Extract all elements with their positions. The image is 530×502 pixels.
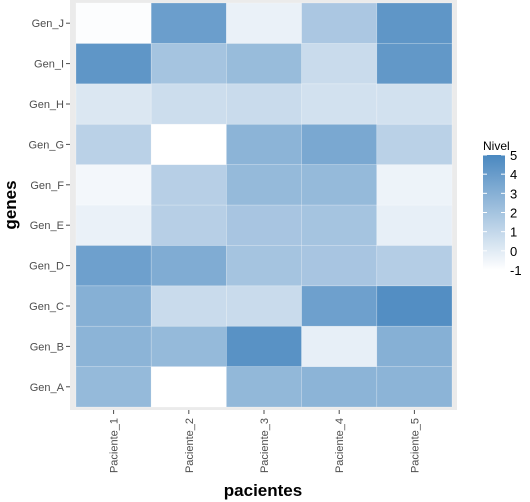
heatmap-cell bbox=[75, 325, 152, 367]
heatmap-cell bbox=[376, 325, 453, 367]
y-tick-label: Gen_G bbox=[29, 139, 64, 151]
y-tick-label: Gen_D bbox=[29, 261, 64, 273]
x-tick-label: Paciente_4 bbox=[334, 418, 346, 473]
y-axis-title: genes bbox=[1, 180, 20, 229]
heatmap-cell bbox=[376, 123, 453, 165]
heatmap-cell bbox=[226, 83, 302, 125]
heatmap-cell bbox=[75, 366, 152, 408]
heatmap-cell bbox=[150, 164, 227, 206]
heatmap-cell bbox=[376, 285, 453, 327]
heatmap-cell bbox=[226, 123, 302, 165]
heatmap-cell bbox=[301, 123, 378, 165]
heatmap-cell bbox=[75, 164, 152, 206]
heatmap-cell bbox=[301, 204, 378, 246]
heatmap-cell bbox=[376, 83, 453, 125]
y-tick-label: Gen_H bbox=[29, 99, 64, 111]
heatmap-cell bbox=[301, 366, 378, 408]
heatmap-cell bbox=[301, 2, 378, 44]
heatmap-cell bbox=[75, 43, 152, 85]
y-tick-label: Gen_E bbox=[30, 220, 64, 232]
x-tick-label: Paciente_5 bbox=[409, 418, 421, 473]
x-axis: Paciente_1 Paciente_2 Paciente_3 Paciente_4… bbox=[109, 410, 421, 473]
heatmap-cell bbox=[301, 285, 378, 327]
y-tick-label: Gen_B bbox=[30, 341, 64, 353]
heatmap-cell bbox=[150, 325, 227, 367]
heatmap-cell bbox=[226, 204, 302, 246]
x-tick-label: Paciente_1 bbox=[109, 418, 121, 473]
y-tick-label: Gen_C bbox=[29, 301, 64, 313]
heatmap-cell bbox=[226, 245, 302, 287]
heatmap-cell bbox=[150, 285, 227, 327]
heatmap-cell bbox=[150, 83, 227, 125]
legend-title: Nivel bbox=[483, 139, 510, 153]
x-axis-title: pacientes bbox=[224, 481, 302, 500]
y-tick-label: Gen_J bbox=[32, 18, 64, 30]
heatmap-cell bbox=[301, 245, 378, 287]
heatmap-cell bbox=[376, 204, 453, 246]
legend-labels: 5 4 3 2 1 0 -1 bbox=[483, 148, 522, 278]
heatmap-cell bbox=[150, 2, 227, 44]
legend: Nivel 5 4 3 2 1 0 -1 bbox=[483, 139, 522, 278]
heatmap-cell bbox=[226, 2, 302, 44]
heatmap-cell bbox=[150, 245, 227, 287]
heatmap-cell bbox=[301, 325, 378, 367]
heatmap-cell bbox=[75, 123, 152, 165]
heatmap-cell bbox=[376, 164, 453, 206]
y-tick-label: Gen_A bbox=[30, 382, 65, 394]
heatmap-cell bbox=[150, 123, 227, 165]
heatmap-cell bbox=[75, 245, 152, 287]
heatmap-cell bbox=[226, 43, 302, 85]
heatmap-cell bbox=[376, 43, 453, 85]
heatmap-cell bbox=[75, 83, 152, 125]
y-axis: Gen_A Gen_B Gen_C Gen_D Gen_E Gen_F Gen_G Gen_H… bbox=[29, 18, 70, 394]
legend-colorbar bbox=[483, 155, 505, 270]
heatmap-cell bbox=[75, 204, 152, 246]
heatmap-cell bbox=[376, 2, 453, 44]
legend-label: 1 bbox=[510, 225, 517, 240]
y-tick-label: Gen_I bbox=[34, 59, 64, 71]
legend-label: -1 bbox=[510, 263, 522, 278]
heatmap-cell bbox=[150, 43, 227, 85]
legend-label: 5 bbox=[510, 148, 517, 163]
legend-label: 4 bbox=[510, 167, 517, 182]
y-tick-label: Gen_F bbox=[30, 180, 64, 192]
heatmap-cell bbox=[75, 2, 152, 44]
heatmap-cell bbox=[376, 245, 453, 287]
heatmap-cell bbox=[226, 325, 302, 367]
heatmap-cell bbox=[226, 285, 302, 327]
heatmap-cell bbox=[301, 83, 378, 125]
heatmap-cell bbox=[301, 164, 378, 206]
heatmap-cell bbox=[376, 366, 453, 408]
heatmap-cell bbox=[150, 204, 227, 246]
legend-label: 3 bbox=[510, 186, 517, 201]
legend-label: 0 bbox=[510, 244, 517, 259]
x-tick-label: Paciente_2 bbox=[184, 418, 196, 473]
heatmap-cell bbox=[75, 285, 152, 327]
heatmap-cell bbox=[301, 43, 378, 85]
heatmap-cell bbox=[226, 164, 302, 206]
heatmap-cell bbox=[150, 366, 227, 408]
heatmap-cell bbox=[226, 366, 302, 408]
heatmap-cells bbox=[75, 2, 453, 408]
legend-label: 2 bbox=[510, 206, 517, 221]
x-tick-label: Paciente_3 bbox=[259, 418, 271, 473]
